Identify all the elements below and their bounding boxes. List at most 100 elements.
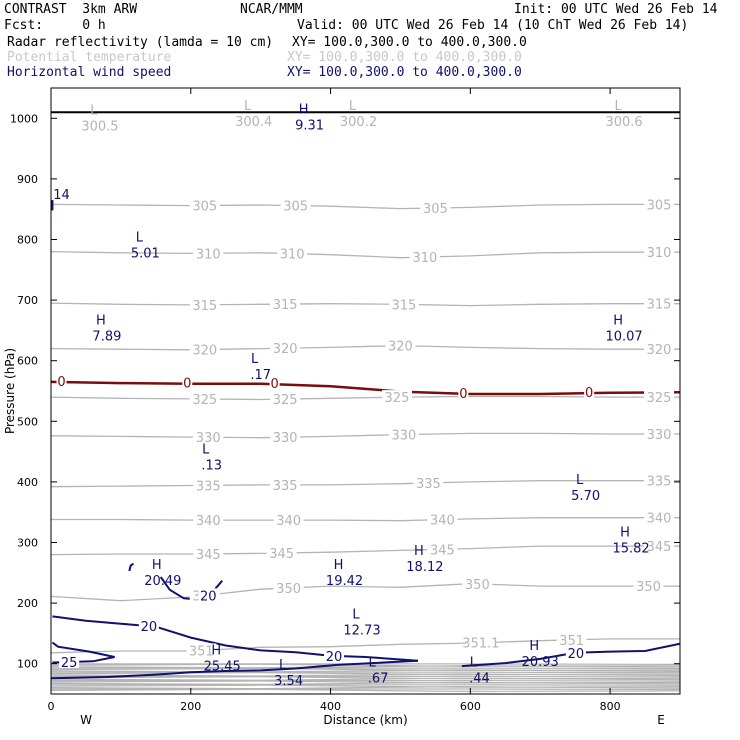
extremum-value: 5.70	[571, 489, 600, 504]
theta-contour-label: 345	[196, 548, 221, 563]
reflectivity-contour-label: 0	[183, 377, 191, 392]
theta-contour-label: 340	[196, 514, 221, 529]
theta-label-mask	[644, 473, 675, 487]
theta-contour-label: 335	[416, 477, 441, 492]
theta-label-mask	[273, 513, 304, 527]
extremum-value: .44	[469, 671, 490, 686]
theta-contour-label: 310	[647, 246, 672, 261]
theta-label-mask	[270, 341, 301, 355]
stratosphere-isentrope-band	[51, 663, 680, 693]
wind-contour-label: 20	[141, 620, 158, 635]
theta-label-mask	[270, 297, 301, 311]
header-line1-left: CONTRAST 3km ARW	[4, 2, 138, 17]
theta-label-mask	[644, 427, 675, 441]
stratosphere-isentrope	[51, 676, 680, 680]
theta-label-mask	[427, 512, 458, 526]
theta-contour-label: 330	[196, 431, 221, 446]
extremum-value: .17	[250, 368, 271, 383]
theta-label-mask	[644, 342, 675, 356]
extremum-marker: L	[368, 655, 376, 670]
x-end-label-east: E	[657, 713, 665, 727]
extremum-value: 25.45	[204, 659, 241, 674]
y-axis-title: Pressure (hPa)	[3, 348, 17, 434]
theta-contour-label: 330	[392, 429, 417, 444]
header-line1-center: NCAR/MMM	[240, 2, 303, 17]
theta-contour-label: 350	[465, 578, 490, 593]
wind-label-mask	[59, 654, 80, 668]
theta-isentrope-330	[51, 432, 680, 439]
extremum-marker: L	[352, 608, 360, 623]
theta-label-mask	[556, 632, 587, 646]
theta-label-mask	[193, 430, 224, 444]
theta-contour-label: 351	[559, 634, 584, 649]
theta-label-mask	[189, 342, 220, 356]
field-wind-xy: XY= 100.0,300.0 to 400.0,300.0	[287, 65, 522, 80]
theta-contour-label: 305	[283, 200, 308, 215]
extremum-value: 19.42	[326, 574, 363, 589]
theta-isentrope-340	[51, 517, 680, 522]
theta-label-mask	[644, 245, 675, 259]
theta-contour-label: 325	[385, 391, 410, 406]
theta-label-mask	[465, 635, 496, 649]
theta-label-mask	[385, 338, 416, 352]
x-tick-label: 200	[180, 700, 201, 713]
x-end-label-west: W	[80, 713, 92, 727]
stratosphere-isentrope	[51, 688, 680, 693]
wind-speed-contour-20	[128, 562, 135, 572]
theta-label-mask	[420, 200, 451, 214]
theta-contour-label: 340	[276, 514, 301, 529]
stratosphere-isentrope	[51, 684, 680, 688]
extremum-value: 300.2	[340, 115, 377, 130]
theta-label-mask	[644, 539, 675, 553]
reflectivity-label-mask	[182, 377, 193, 389]
theta-label-mask	[644, 390, 675, 404]
theta-label-mask	[277, 246, 308, 260]
extremum-marker: H	[620, 526, 630, 541]
wind-label-mask	[198, 588, 219, 602]
extremum-value: 10.07	[605, 330, 642, 345]
reflectivity-contour-label: 0	[585, 386, 593, 401]
theta-contour-label: 310	[412, 251, 437, 266]
extremum-value: 5.01	[131, 247, 160, 262]
wind-speed-contour-20	[52, 615, 418, 662]
extremum-value: 18.12	[406, 560, 443, 575]
theta-label-mask	[266, 546, 297, 560]
wind-contour-label: 20	[326, 650, 343, 665]
extremum-value: 12.73	[343, 624, 380, 639]
reflectivity-contour-label: 0	[459, 387, 467, 402]
theta-contour-label: 325	[273, 393, 298, 408]
theta-label-mask	[381, 390, 412, 404]
extremum-marker: L	[90, 103, 98, 118]
extremum-value: 300.4	[235, 115, 272, 130]
extremum-value: 300.6	[605, 115, 642, 130]
y-tick-label: 1000	[10, 112, 38, 125]
stratosphere-isentrope	[51, 663, 680, 667]
theta-label-mask	[270, 477, 301, 491]
theta-isentrope-325	[51, 395, 680, 401]
theta-contour-label: 350	[636, 580, 661, 595]
wind-contour-label: 20	[200, 589, 217, 604]
theta-contour-label: 330	[647, 428, 672, 443]
theta-contour-label: 351.1	[462, 637, 499, 652]
theta-contour-label: 340	[430, 514, 455, 529]
extremum-marker: L	[279, 658, 287, 673]
theta-contour-label: 305	[192, 199, 217, 214]
reflectivity-label-mask	[269, 378, 280, 390]
reflectivity-contour-0	[51, 380, 680, 396]
y-tick-label: 800	[17, 234, 38, 247]
header-line2-right: Valid: 00 UTC Wed 26 Feb 14 (10 ChT Wed …	[297, 18, 689, 33]
extremum-value: .13	[201, 459, 222, 474]
theta-label-mask	[644, 510, 675, 524]
theta-contour-label: 335	[647, 475, 672, 490]
theta-contour-label: 345	[269, 547, 294, 562]
extremum-marker: H	[299, 103, 309, 118]
extremum-marker: H	[613, 314, 623, 329]
theta-isentrope-345	[51, 545, 680, 556]
theta-contour-label: 315	[192, 299, 217, 314]
x-tick-label: 0	[48, 700, 55, 713]
theta-label-mask	[193, 513, 224, 527]
wind-label-mask	[51, 187, 72, 201]
extremum-value: 15.82	[612, 542, 649, 557]
y-tick-label: 500	[17, 415, 38, 428]
extremum-marker: L	[202, 443, 210, 458]
